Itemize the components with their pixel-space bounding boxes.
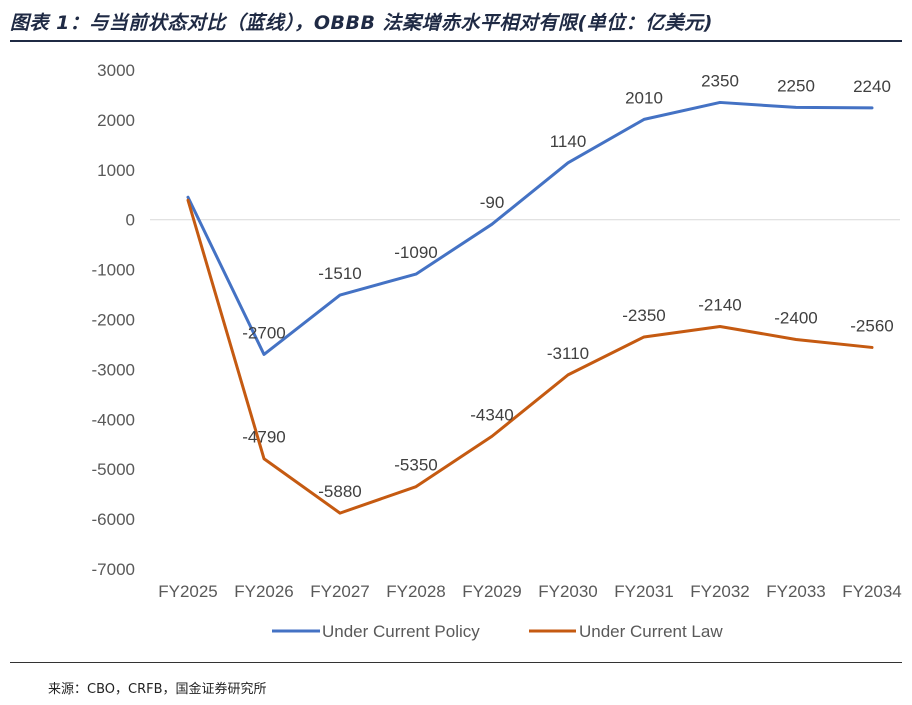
legend: Under Current Policy Under Current Law <box>272 622 723 641</box>
x-tick-label: FY2026 <box>234 582 294 601</box>
legend-label: Under Current Law <box>579 622 723 641</box>
data-label: -5350 <box>394 456 437 475</box>
y-tick-label: -5000 <box>92 460 135 479</box>
data-label: 2250 <box>777 76 815 95</box>
y-tick-label: -2000 <box>92 311 135 330</box>
series-line-current-law <box>186 198 874 515</box>
x-tick-label: FY2031 <box>614 582 674 601</box>
y-tick-label: -7000 <box>92 560 135 579</box>
data-label: -2400 <box>774 308 817 327</box>
data-label: -5880 <box>318 482 361 501</box>
data-label: 2350 <box>701 71 739 90</box>
data-label: -3110 <box>547 344 589 363</box>
source-note: 来源：CBO，CRFB，国金证券研究所 <box>48 682 267 697</box>
data-label: -2350 <box>622 306 665 325</box>
series-lines <box>186 100 874 515</box>
x-tick-label: FY2033 <box>766 582 826 601</box>
data-label: -2700 <box>242 323 285 342</box>
data-label: -90 <box>480 193 505 212</box>
data-label: 2010 <box>625 88 663 107</box>
x-tick-label: FY2032 <box>690 582 750 601</box>
data-label: -2560 <box>850 316 893 335</box>
data-label: 2240 <box>853 77 891 96</box>
y-tick-label: -6000 <box>92 510 135 529</box>
series-line-current-policy <box>186 100 874 356</box>
y-tick-label: 0 <box>126 211 135 230</box>
data-label: -1510 <box>318 264 361 283</box>
x-tick-label: FY2034 <box>842 582 902 601</box>
figure-title: 图表 1：与当前状态对比（蓝线），OBBB 法案增赤水平相对有限(单位：亿美元) <box>10 12 713 34</box>
x-tick-label: FY2028 <box>386 582 446 601</box>
footer-divider <box>10 662 902 663</box>
x-axis-ticks: FY2025 FY2026 FY2027 FY2028 FY2029 FY2030 FY20… <box>158 582 902 601</box>
data-labels: -2700 -1510 -1090 -90 1140 2010 2350 2250 2240 -4… <box>242 71 893 501</box>
x-tick-label: FY2027 <box>310 582 370 601</box>
y-tick-label: -1000 <box>92 261 135 280</box>
y-tick-label: 1000 <box>97 161 135 180</box>
data-label: -4340 <box>470 405 513 424</box>
x-tick-label: FY2025 <box>158 582 218 601</box>
x-tick-label: FY2030 <box>538 582 598 601</box>
data-label: -4790 <box>242 428 285 447</box>
y-tick-label: -3000 <box>92 360 135 379</box>
data-label: -1090 <box>394 243 437 262</box>
title-divider <box>10 40 902 42</box>
y-tick-label: 2000 <box>97 111 135 130</box>
legend-label: Under Current Policy <box>322 622 480 641</box>
x-tick-label: FY2029 <box>462 582 522 601</box>
data-label: 1140 <box>550 132 587 151</box>
y-tick-label: -4000 <box>92 410 135 429</box>
y-axis-ticks: 3000 2000 1000 0 -1000 -2000 -3000 -4000 -5000 -6… <box>92 61 135 579</box>
y-tick-label: 3000 <box>97 61 135 80</box>
data-label: -2140 <box>698 295 741 314</box>
